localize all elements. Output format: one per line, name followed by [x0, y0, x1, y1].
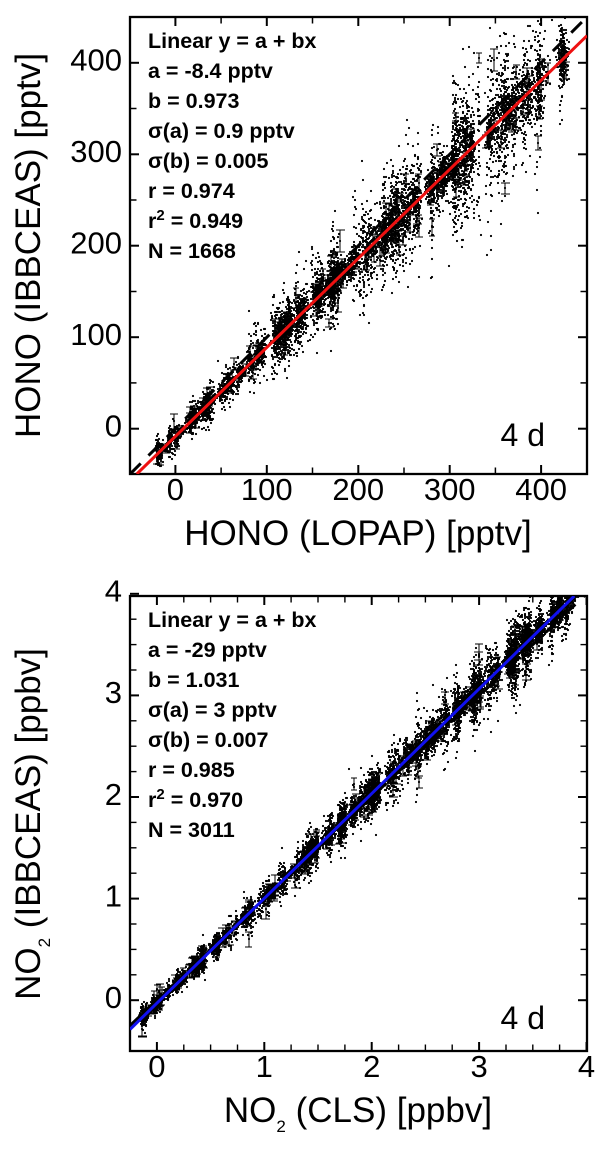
svg-text:1: 1	[256, 1049, 273, 1084]
svg-text:b = 0.973: b = 0.973	[148, 89, 239, 113]
svg-text:100: 100	[241, 472, 293, 507]
svg-text:σ(a) = 0.9 pptv: σ(a) = 0.9 pptv	[148, 119, 295, 143]
svg-text:b = 1.031: b = 1.031	[148, 668, 239, 692]
svg-text:σ(a) = 3 pptv: σ(a) = 3 pptv	[148, 698, 277, 722]
svg-text:3: 3	[105, 675, 122, 710]
svg-text:HONO (LOPAP) [pptv]: HONO (LOPAP) [pptv]	[184, 514, 532, 553]
svg-text:4 d: 4 d	[501, 1000, 545, 1036]
svg-text:4: 4	[578, 1049, 595, 1084]
svg-text:200: 200	[70, 226, 122, 261]
svg-text:2: 2	[363, 1049, 380, 1084]
svg-text:0: 0	[167, 472, 184, 507]
svg-text:Linear y = a + bx: Linear y = a + bx	[148, 29, 317, 53]
svg-text:3: 3	[470, 1049, 487, 1084]
svg-text:100: 100	[70, 317, 122, 352]
svg-text:300: 300	[424, 472, 476, 507]
svg-text:N = 3011: N = 3011	[148, 818, 235, 842]
svg-text:0: 0	[105, 409, 122, 444]
svg-text:1: 1	[105, 878, 122, 913]
svg-text:a = -29 pptv: a = -29 pptv	[148, 638, 267, 662]
svg-text:400: 400	[515, 472, 567, 507]
svg-text:σ(b) = 0.005: σ(b) = 0.005	[148, 149, 269, 173]
svg-text:2: 2	[105, 777, 122, 812]
svg-text:200: 200	[332, 472, 384, 507]
svg-text:0: 0	[148, 1049, 165, 1084]
svg-text:0: 0	[105, 980, 122, 1015]
svg-text:HONO (IBBCEAS) [pptv]: HONO (IBBCEAS) [pptv]	[9, 53, 48, 438]
svg-text:r = 0.985: r = 0.985	[148, 758, 235, 782]
svg-text:N = 1668: N = 1668	[148, 239, 236, 263]
svg-text:4: 4	[105, 574, 122, 609]
svg-text:σ(b) = 0.007: σ(b) = 0.007	[148, 728, 269, 752]
svg-text:300: 300	[70, 134, 122, 169]
svg-text:r = 0.974: r = 0.974	[148, 179, 235, 203]
svg-text:400: 400	[70, 43, 122, 78]
svg-text:4 d: 4 d	[501, 417, 545, 453]
svg-text:Linear y = a + bx: Linear y = a + bx	[148, 608, 317, 632]
svg-text:a = -8.4 pptv: a = -8.4 pptv	[148, 59, 273, 83]
svg-text:NO2 (CLS) [ppbv]: NO2 (CLS) [ppbv]	[224, 1091, 492, 1136]
